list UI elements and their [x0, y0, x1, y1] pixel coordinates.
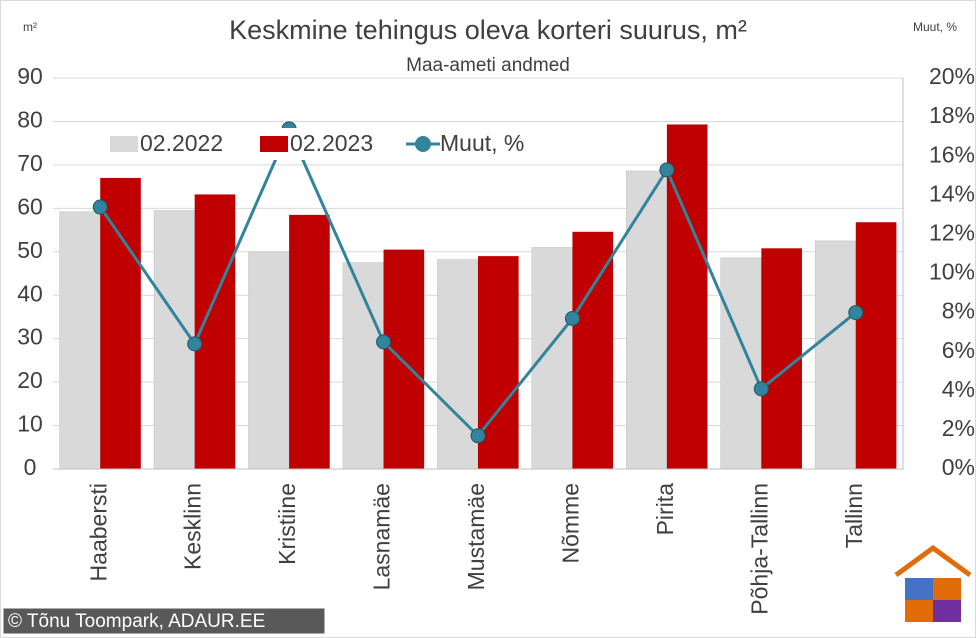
line-marker: [659, 162, 675, 178]
legend-swatch: [110, 136, 138, 152]
y2-tick-label: 2%: [942, 415, 975, 441]
bar: [289, 214, 330, 469]
bar: [383, 249, 425, 469]
y2-tick-label: 20%: [929, 63, 975, 89]
legend-label: Muut, %: [440, 130, 524, 156]
line-marker: [564, 310, 580, 326]
chart-subtitle: Maa-ameti andmed: [406, 55, 570, 76]
bar: [248, 251, 290, 470]
line-marker: [848, 305, 864, 321]
y2-tick-label: 16%: [929, 141, 975, 167]
logo: [894, 544, 972, 622]
bar: [855, 222, 897, 469]
bar: [572, 231, 614, 469]
credit: © Tõnu Toompark, ADAUR.EE: [2, 607, 326, 635]
y2-tick-label: 14%: [929, 180, 975, 206]
y-tick-label: 90: [17, 63, 43, 89]
legend: 02.2022 02.2023 Muut, %: [100, 128, 530, 160]
x-tick-label: Põhja-Tallinn: [746, 483, 772, 615]
y2-tick-label: 4%: [942, 376, 975, 402]
credit-text: © Tõnu Toompark, ADAUR.EE: [8, 611, 265, 632]
y2-tick-label: 12%: [929, 219, 975, 245]
x-tick-label: Haabersti: [85, 483, 111, 581]
x-tick-label: Pirita: [652, 483, 678, 536]
y-tick-label: 50: [17, 237, 43, 263]
y-tick-label: 0: [24, 454, 37, 480]
y2-tick-label: 18%: [929, 102, 975, 128]
bar: [59, 211, 101, 470]
bar: [814, 240, 857, 470]
y-tick-label: 40: [17, 280, 43, 306]
x-tick-label: Mustamäe: [463, 483, 489, 590]
y-unit-label: m²: [23, 20, 37, 34]
y-tick-label: 10: [17, 411, 43, 437]
y2-unit-label: Muut, %: [913, 20, 957, 34]
legend-swatch: [260, 136, 288, 152]
line-marker: [753, 381, 769, 397]
legend-label: 02.2022: [140, 130, 223, 156]
y2-tick-label: 6%: [942, 337, 975, 363]
x-tick-label: Kesklinn: [180, 483, 206, 570]
y-tick-label: 70: [17, 150, 43, 176]
line-marker: [470, 428, 486, 444]
chart-title: Keskmine tehingus oleva korteri suurus, …: [229, 15, 747, 45]
bar: [626, 170, 668, 470]
line-marker: [187, 336, 203, 352]
bar: [720, 257, 762, 470]
y-tick-label: 30: [17, 324, 43, 350]
line-marker: [92, 199, 108, 215]
y-tick-label: 20: [17, 367, 43, 393]
bar: [666, 124, 708, 469]
x-tick-label: Nõmme: [558, 483, 584, 564]
x-tick-label: Tallinn: [841, 483, 867, 548]
bar: [761, 248, 802, 469]
line-marker: [376, 334, 392, 350]
legend-marker: [415, 136, 431, 152]
x-tick-label: Kristiine: [274, 483, 300, 565]
y2-tick-label: 0%: [942, 454, 975, 480]
bar: [153, 210, 195, 470]
y2-tick-label: 10%: [929, 259, 975, 285]
legend-label: 02.2023: [290, 130, 373, 156]
x-tick-label: Lasnamäe: [369, 483, 395, 590]
bar: [100, 177, 141, 469]
legend-background: [100, 128, 530, 160]
y2-tick-label: 8%: [942, 298, 975, 324]
y-tick-label: 60: [17, 193, 43, 219]
bar: [531, 247, 573, 470]
y-tick-label: 80: [17, 107, 43, 133]
